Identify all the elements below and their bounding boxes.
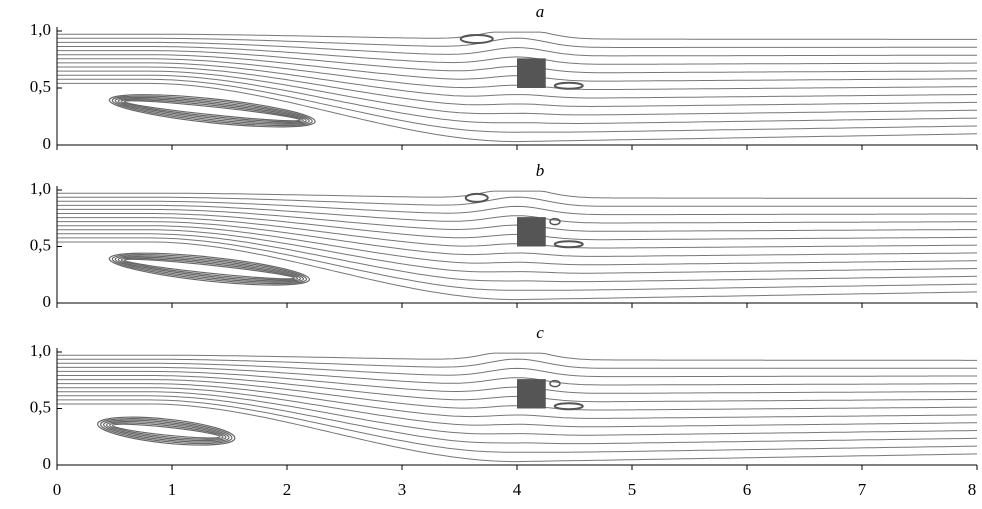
obstacle (517, 58, 546, 88)
y-tick-label: 0 (43, 134, 52, 153)
x-tick-label: 0 (53, 480, 62, 499)
streamline (57, 82, 978, 143)
vortex (117, 256, 302, 282)
streamline (57, 362, 977, 378)
streamline (57, 387, 978, 428)
y-tick-label: 0,5 (30, 77, 51, 96)
y-tick-label: 0 (43, 292, 52, 311)
x-tick-label: 8 (968, 480, 977, 499)
streamline (57, 190, 977, 199)
y-tick-label: 1,0 (30, 341, 51, 360)
vortex (108, 94, 316, 128)
streamline (57, 403, 978, 463)
streamline (57, 41, 977, 57)
panel-title: c (536, 323, 544, 342)
x-tick-label: 6 (743, 480, 752, 499)
eddy (553, 402, 584, 411)
streamline (57, 395, 978, 445)
vortex (114, 255, 305, 283)
eddy (459, 33, 494, 44)
streamline (57, 383, 978, 419)
streamline (57, 37, 977, 48)
vortex (120, 257, 299, 281)
vortex (111, 423, 221, 439)
eddy (553, 240, 584, 249)
streamline (57, 358, 977, 369)
streamline (57, 66, 977, 108)
vortex (114, 96, 310, 125)
vortex (111, 253, 308, 285)
streamline (57, 196, 977, 207)
x-tick-label: 5 (628, 480, 637, 499)
x-tick-label: 1 (168, 480, 177, 499)
streamline (57, 233, 978, 283)
panel-title: a (536, 2, 545, 21)
x-tick-label: 7 (858, 480, 867, 499)
streamline (57, 221, 978, 257)
x-tick-label: 4 (513, 480, 522, 499)
vortex (97, 416, 236, 446)
eddy (549, 217, 561, 226)
streamline (57, 74, 978, 124)
vortex (123, 258, 296, 280)
vortex (100, 418, 233, 445)
obstacle (517, 217, 546, 247)
vortex (105, 420, 227, 442)
y-tick-label: 0 (43, 454, 52, 473)
streamline (57, 366, 977, 386)
streamline (57, 62, 978, 99)
y-tick-label: 1,0 (30, 20, 51, 39)
obstacle (517, 379, 546, 409)
vortex (108, 252, 311, 286)
vortex (108, 422, 224, 440)
vortex (120, 99, 304, 123)
y-tick-label: 0,5 (30, 235, 51, 254)
x-tick-label: 2 (283, 480, 292, 499)
eddy (464, 192, 489, 203)
streamline (57, 352, 977, 361)
streamline (57, 70, 978, 116)
streamline (57, 241, 978, 301)
streamline (57, 31, 977, 40)
vortex (117, 97, 307, 124)
eddy (549, 379, 561, 388)
streamline (57, 46, 978, 65)
vortex (102, 419, 230, 443)
vortex (111, 95, 313, 127)
streamline (57, 225, 978, 266)
streamline (57, 399, 978, 453)
streamline (57, 391, 978, 436)
streamline (57, 204, 977, 224)
eddy (553, 81, 584, 90)
streamline (57, 229, 978, 274)
streamline (57, 200, 977, 216)
streamline (57, 237, 978, 291)
panel-title: b (536, 161, 545, 180)
x-tick-label: 3 (398, 480, 407, 499)
vortex (123, 100, 301, 122)
streamline (57, 78, 978, 133)
y-tick-label: 1,0 (30, 179, 51, 198)
y-tick-label: 0,5 (30, 397, 51, 416)
